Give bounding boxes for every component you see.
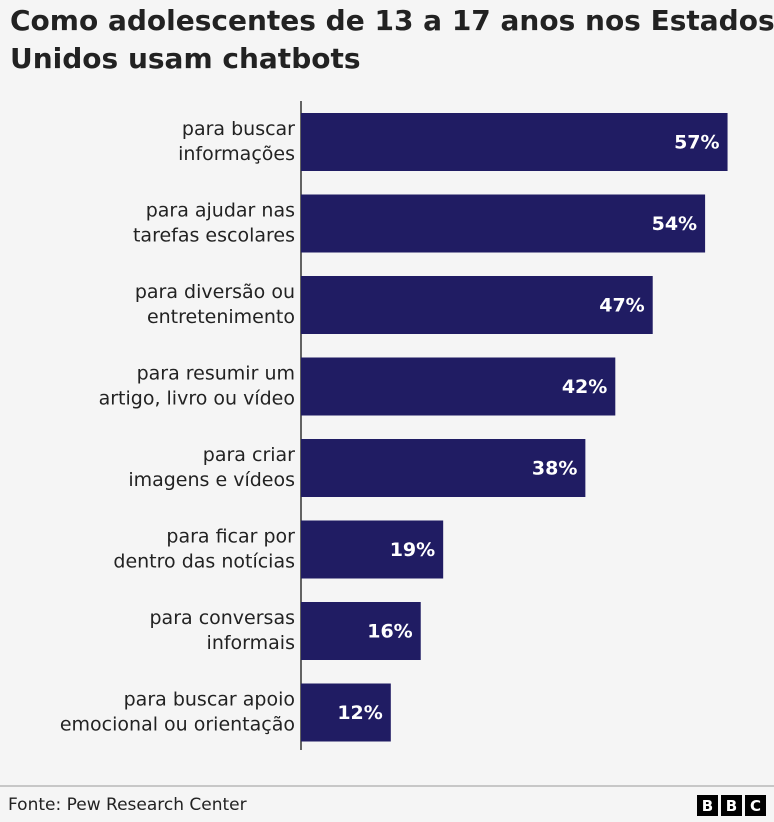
category-label: para criar bbox=[203, 444, 295, 466]
chart-title: Como adolescentes de 13 a 17 anos nos Es… bbox=[10, 4, 774, 37]
logo-box bbox=[697, 795, 718, 816]
logo-box bbox=[745, 795, 766, 816]
value-label: 12% bbox=[337, 702, 382, 724]
logo-letter: C bbox=[750, 797, 761, 815]
bar bbox=[301, 602, 421, 660]
logo-letter: B bbox=[702, 797, 713, 815]
category-label: artigo, livro ou vídeo bbox=[99, 388, 295, 410]
category-label: para ajudar nas bbox=[146, 200, 295, 222]
category-label: dentro das notícias bbox=[113, 551, 295, 573]
category-label: para diversão ou bbox=[135, 281, 295, 303]
bar bbox=[301, 439, 586, 497]
value-label: 19% bbox=[390, 539, 435, 561]
bar bbox=[301, 194, 706, 253]
category-label: entretenimento bbox=[147, 306, 295, 328]
category-label: para buscar bbox=[182, 118, 295, 140]
value-label: 16% bbox=[367, 621, 412, 643]
category-label: informações bbox=[178, 143, 295, 165]
bar bbox=[301, 520, 444, 579]
value-label: 57% bbox=[674, 132, 719, 154]
value-label: 38% bbox=[532, 458, 577, 480]
category-label: para resumir um bbox=[137, 363, 295, 385]
bar bbox=[301, 357, 616, 416]
bar bbox=[301, 113, 728, 171]
category-label: para buscar apoio bbox=[124, 689, 295, 711]
value-label: 54% bbox=[652, 213, 697, 235]
category-label: para ficar por bbox=[166, 526, 295, 548]
logo-letter: B bbox=[726, 797, 737, 815]
category-label: imagens e vídeos bbox=[128, 469, 295, 491]
category-label: para conversas bbox=[150, 607, 296, 629]
bar bbox=[301, 276, 653, 334]
bar bbox=[301, 683, 391, 742]
chart-title: Unidos usam chatbots bbox=[10, 42, 361, 75]
category-label: informais bbox=[207, 632, 295, 654]
category-label: tarefas escolares bbox=[133, 225, 295, 247]
logo-box bbox=[721, 795, 742, 816]
source: Fonte: Pew Research Center bbox=[8, 795, 247, 815]
value-label: 42% bbox=[562, 376, 607, 398]
category-label: emocional ou orientação bbox=[60, 714, 295, 736]
value-label: 47% bbox=[599, 295, 644, 317]
